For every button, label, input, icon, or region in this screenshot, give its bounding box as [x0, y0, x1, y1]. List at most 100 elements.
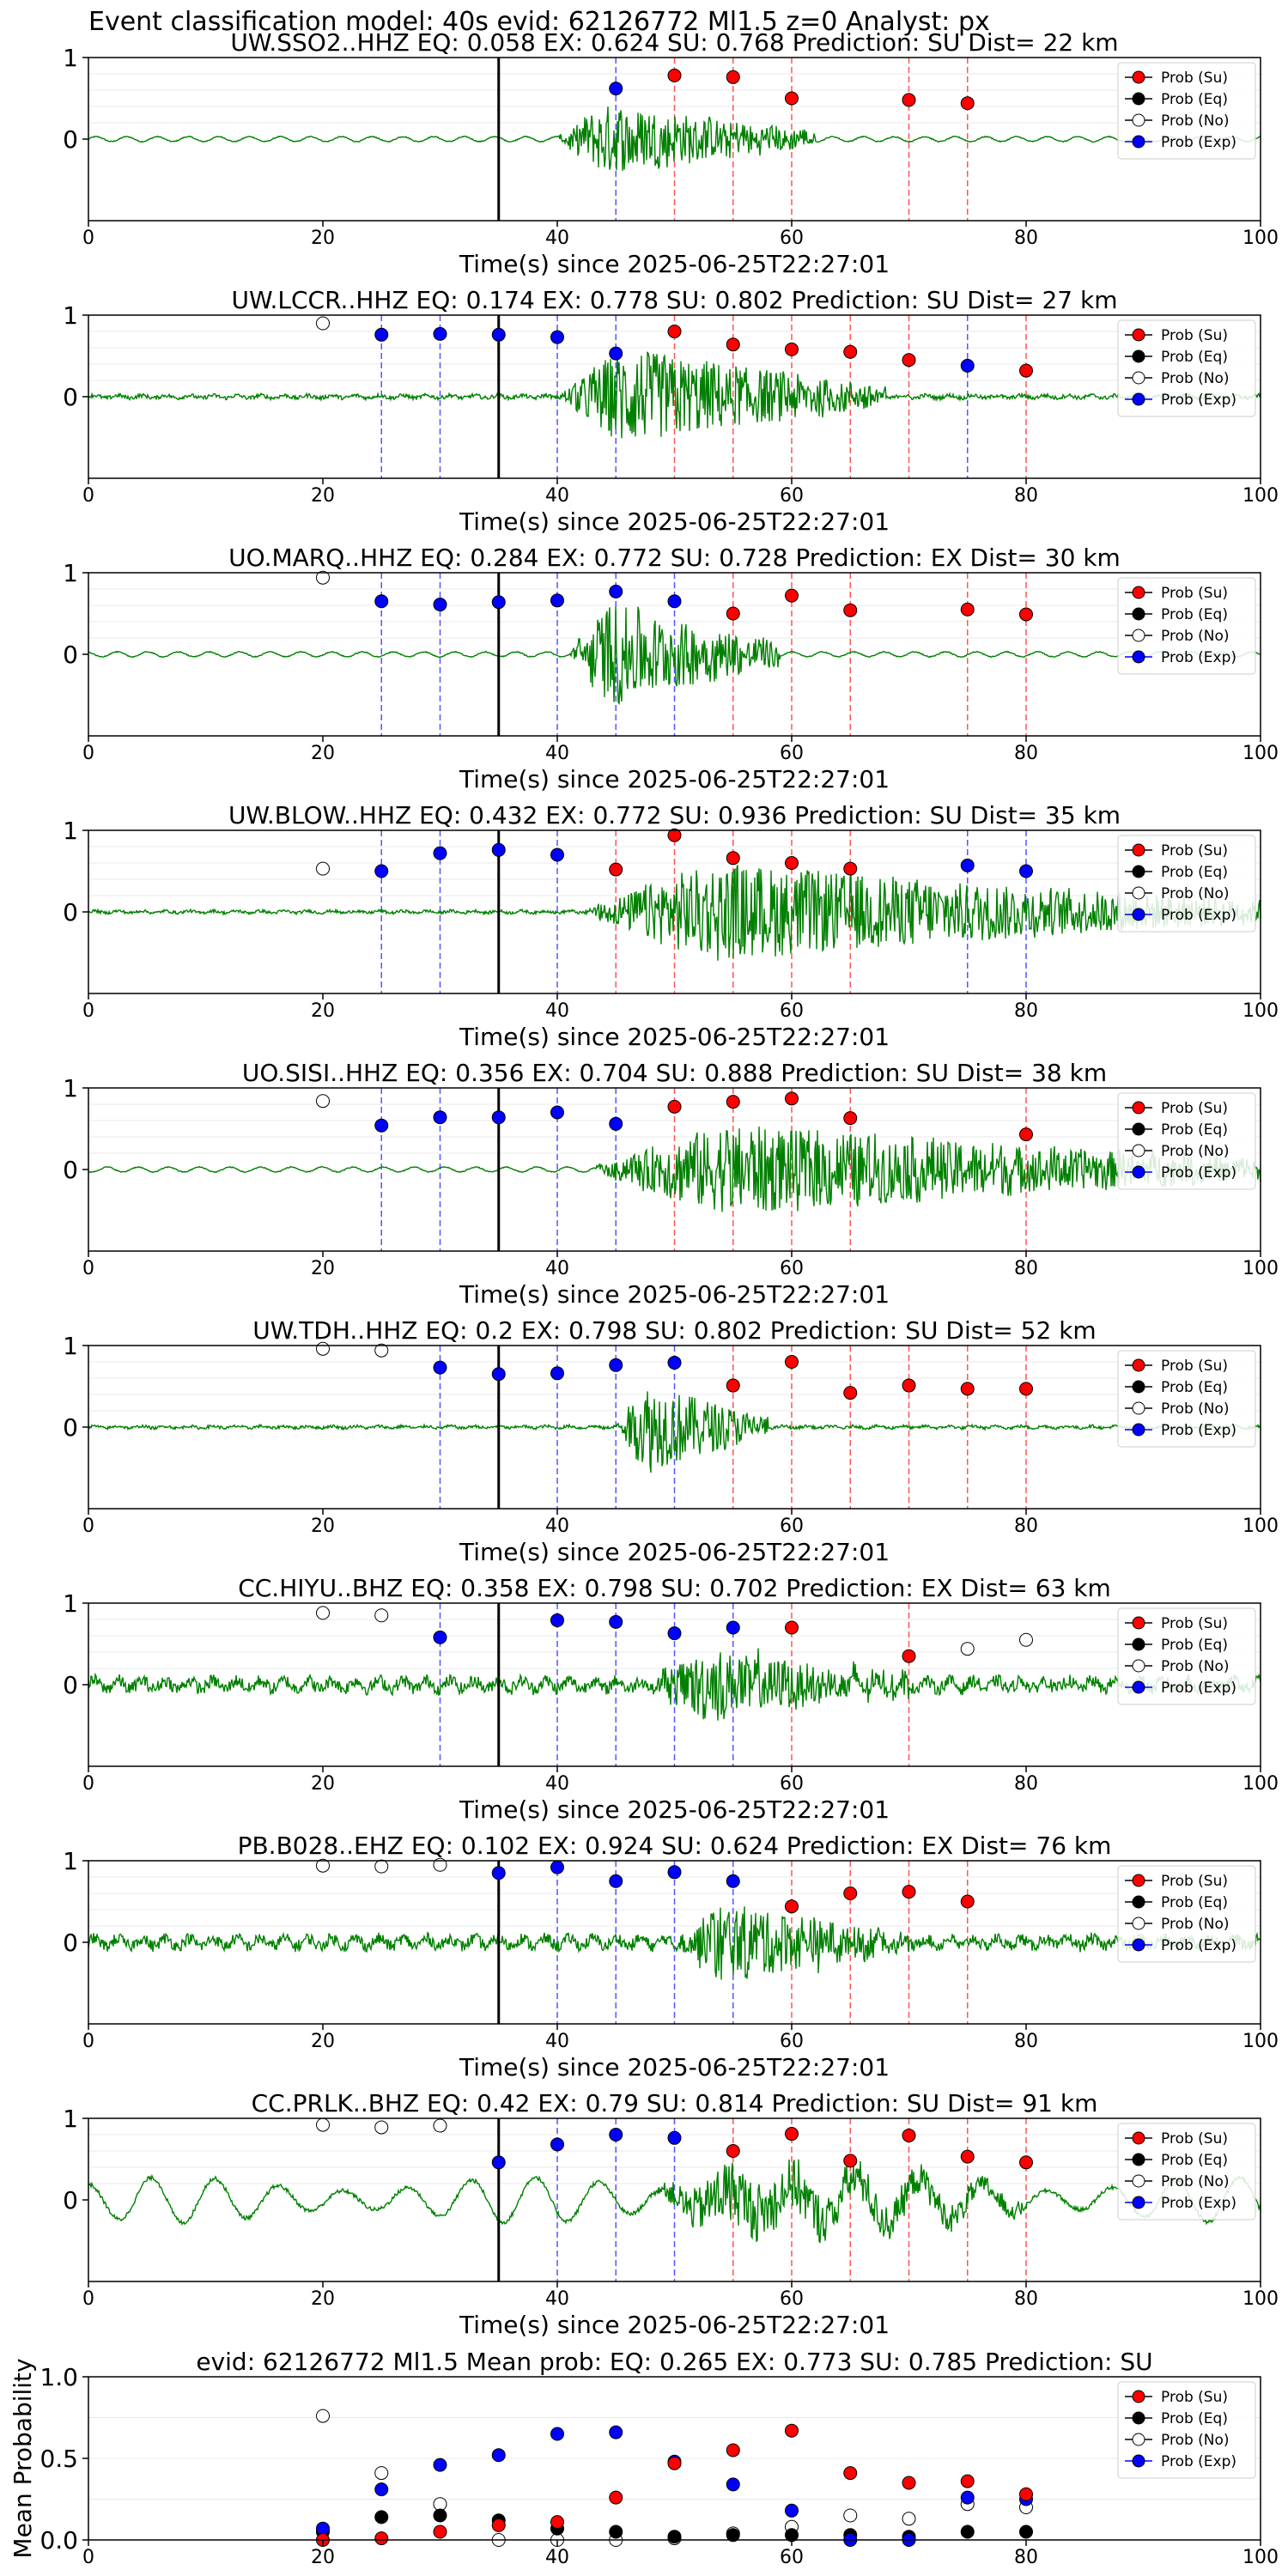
prob-su-point	[902, 2128, 916, 2142]
prob-exp-point	[433, 846, 447, 860]
prob-su-point	[843, 344, 858, 359]
x-tick-label: 0	[82, 228, 94, 249]
prob-no-point	[316, 2409, 330, 2423]
legend-label: Prob (No)	[1161, 2432, 1230, 2449]
prob-su-point	[1019, 1382, 1033, 1396]
subplot-6: UW.TDH..HHZ EQ: 0.2 EX: 0.798 SU: 0.802 …	[63, 1316, 1279, 1566]
x-tick-label: 40	[545, 1773, 569, 1795]
prob-su-point	[902, 1885, 916, 1899]
x-tick-label: 100	[1242, 1516, 1279, 1537]
x-tick-label: 20	[311, 1516, 335, 1537]
prob-su-point	[1019, 607, 1033, 622]
x-tick-label: 20	[311, 1258, 335, 1279]
x-tick-label: 40	[545, 743, 569, 764]
legend: Prob (Su) Prob (Eq) Prob (No) Prob (Exp)	[1117, 835, 1256, 933]
waveform-trace	[88, 1391, 1261, 1473]
prob-su-point	[1019, 1127, 1033, 1142]
legend-label: Prob (No)	[1161, 370, 1230, 387]
x-tick-label: 20	[311, 2547, 335, 2568]
subplot-title: UW.SSO2..HHZ EQ: 0.058 EX: 0.624 SU: 0.7…	[230, 28, 1118, 57]
legend-box	[1117, 835, 1256, 933]
subplot-5: UO.SISI..HHZ EQ: 0.356 EX: 0.704 SU: 0.8…	[63, 1059, 1279, 1309]
prob-no-point	[1019, 1632, 1033, 1647]
legend-label: Prob (Exp)	[1161, 2453, 1236, 2470]
legend-marker	[1132, 70, 1145, 84]
y-tick-label: 1	[63, 301, 78, 330]
legend-marker	[1132, 113, 1145, 127]
waveform-trace	[88, 606, 1261, 706]
x-tick-label: 80	[1014, 1516, 1038, 1537]
prob-su-point	[843, 1886, 858, 1900]
prob-su-point	[902, 353, 916, 368]
legend-marker	[1132, 1917, 1145, 1930]
prob-exp-point	[960, 2490, 975, 2505]
prob-no-point	[316, 570, 330, 585]
figure-suptitle: Event classification model: 40s evid: 62…	[88, 7, 990, 37]
prob-no-point	[843, 2508, 858, 2523]
subplot-8: PB.B028..EHZ EQ: 0.102 EX: 0.924 SU: 0.6…	[63, 1832, 1279, 2081]
prob-su-point	[785, 91, 799, 106]
x-tick-label: 60	[780, 1258, 804, 1279]
prob-exp-point	[374, 2482, 389, 2497]
subplot-title: CC.HIYU..BHZ EQ: 0.358 EX: 0.798 SU: 0.7…	[238, 1574, 1111, 1602]
legend-box	[1117, 1865, 1256, 1963]
x-tick-label: 100	[1242, 2031, 1279, 2052]
y-tick-label: 1	[63, 559, 78, 587]
legend-marker	[1132, 92, 1145, 106]
legend-marker	[1132, 2390, 1145, 2403]
legend-marker	[1132, 1101, 1145, 1115]
x-tick-label: 80	[1014, 1000, 1038, 1022]
prob-exp-point	[667, 1865, 682, 1880]
y-tick-label: 1	[63, 1847, 78, 1875]
x-tick-label: 20	[311, 2031, 335, 2052]
legend-marker	[1132, 1165, 1145, 1179]
prob-no-point	[316, 1606, 330, 1620]
y-tick-label: 0.0	[39, 2526, 78, 2555]
prob-eq-point	[374, 2510, 389, 2524]
prob-exp-point	[960, 858, 975, 872]
legend-marker	[1132, 392, 1145, 406]
waveform-trace	[88, 2159, 1261, 2244]
prob-su-point	[726, 851, 740, 866]
prob-no-point	[316, 1858, 330, 1873]
x-tick-label: 40	[545, 485, 569, 507]
prob-su-point	[960, 602, 975, 617]
prob-su-point	[785, 1355, 799, 1369]
legend-label: Prob (Eq)	[1161, 1637, 1228, 1654]
prob-su-point	[1019, 2487, 1033, 2501]
legend-label: Prob (Eq)	[1161, 349, 1228, 366]
prob-no-point	[316, 861, 330, 876]
prob-su-point	[726, 2443, 740, 2458]
legend: Prob (Su) Prob (Eq) Prob (No) Prob (Exp)	[1117, 1350, 1256, 1448]
prob-exp-point	[667, 2130, 682, 2145]
prob-exp-point	[960, 358, 975, 373]
prob-no-point	[960, 1642, 975, 1656]
prob-su-point	[726, 606, 740, 621]
prob-exp-point	[550, 1860, 564, 1874]
prob-su-point	[960, 2474, 975, 2488]
prob-exp-point	[550, 1613, 564, 1627]
legend-label: Prob (Eq)	[1161, 2410, 1228, 2427]
x-tick-label: 40	[545, 1258, 569, 1279]
prob-exp-point	[667, 1626, 682, 1641]
legend-label: Prob (Exp)	[1161, 392, 1236, 409]
prob-su-point	[843, 2154, 858, 2168]
prob-exp-point	[491, 595, 506, 610]
legend-label: Prob (Eq)	[1161, 864, 1228, 881]
legend-marker	[1132, 1401, 1145, 1415]
legend-label: Prob (Su)	[1161, 1100, 1228, 1117]
prob-su-point	[960, 1382, 975, 1396]
legend: Prob (Su) Prob (Eq) Prob (No) Prob (Exp)	[1117, 62, 1256, 160]
prob-su-point	[843, 2466, 858, 2481]
legend-marker	[1132, 1874, 1145, 1887]
legend-marker	[1132, 1680, 1145, 1694]
prob-exp-point	[667, 594, 682, 609]
legend-box	[1117, 2381, 1256, 2479]
prob-exp-point	[491, 2448, 506, 2463]
y-tick-label: 1	[63, 817, 78, 845]
y-tick-label: 0	[63, 1156, 78, 1184]
prob-su-point	[726, 1378, 740, 1393]
prob-exp-point	[609, 82, 623, 96]
prob-su-point	[843, 603, 858, 617]
